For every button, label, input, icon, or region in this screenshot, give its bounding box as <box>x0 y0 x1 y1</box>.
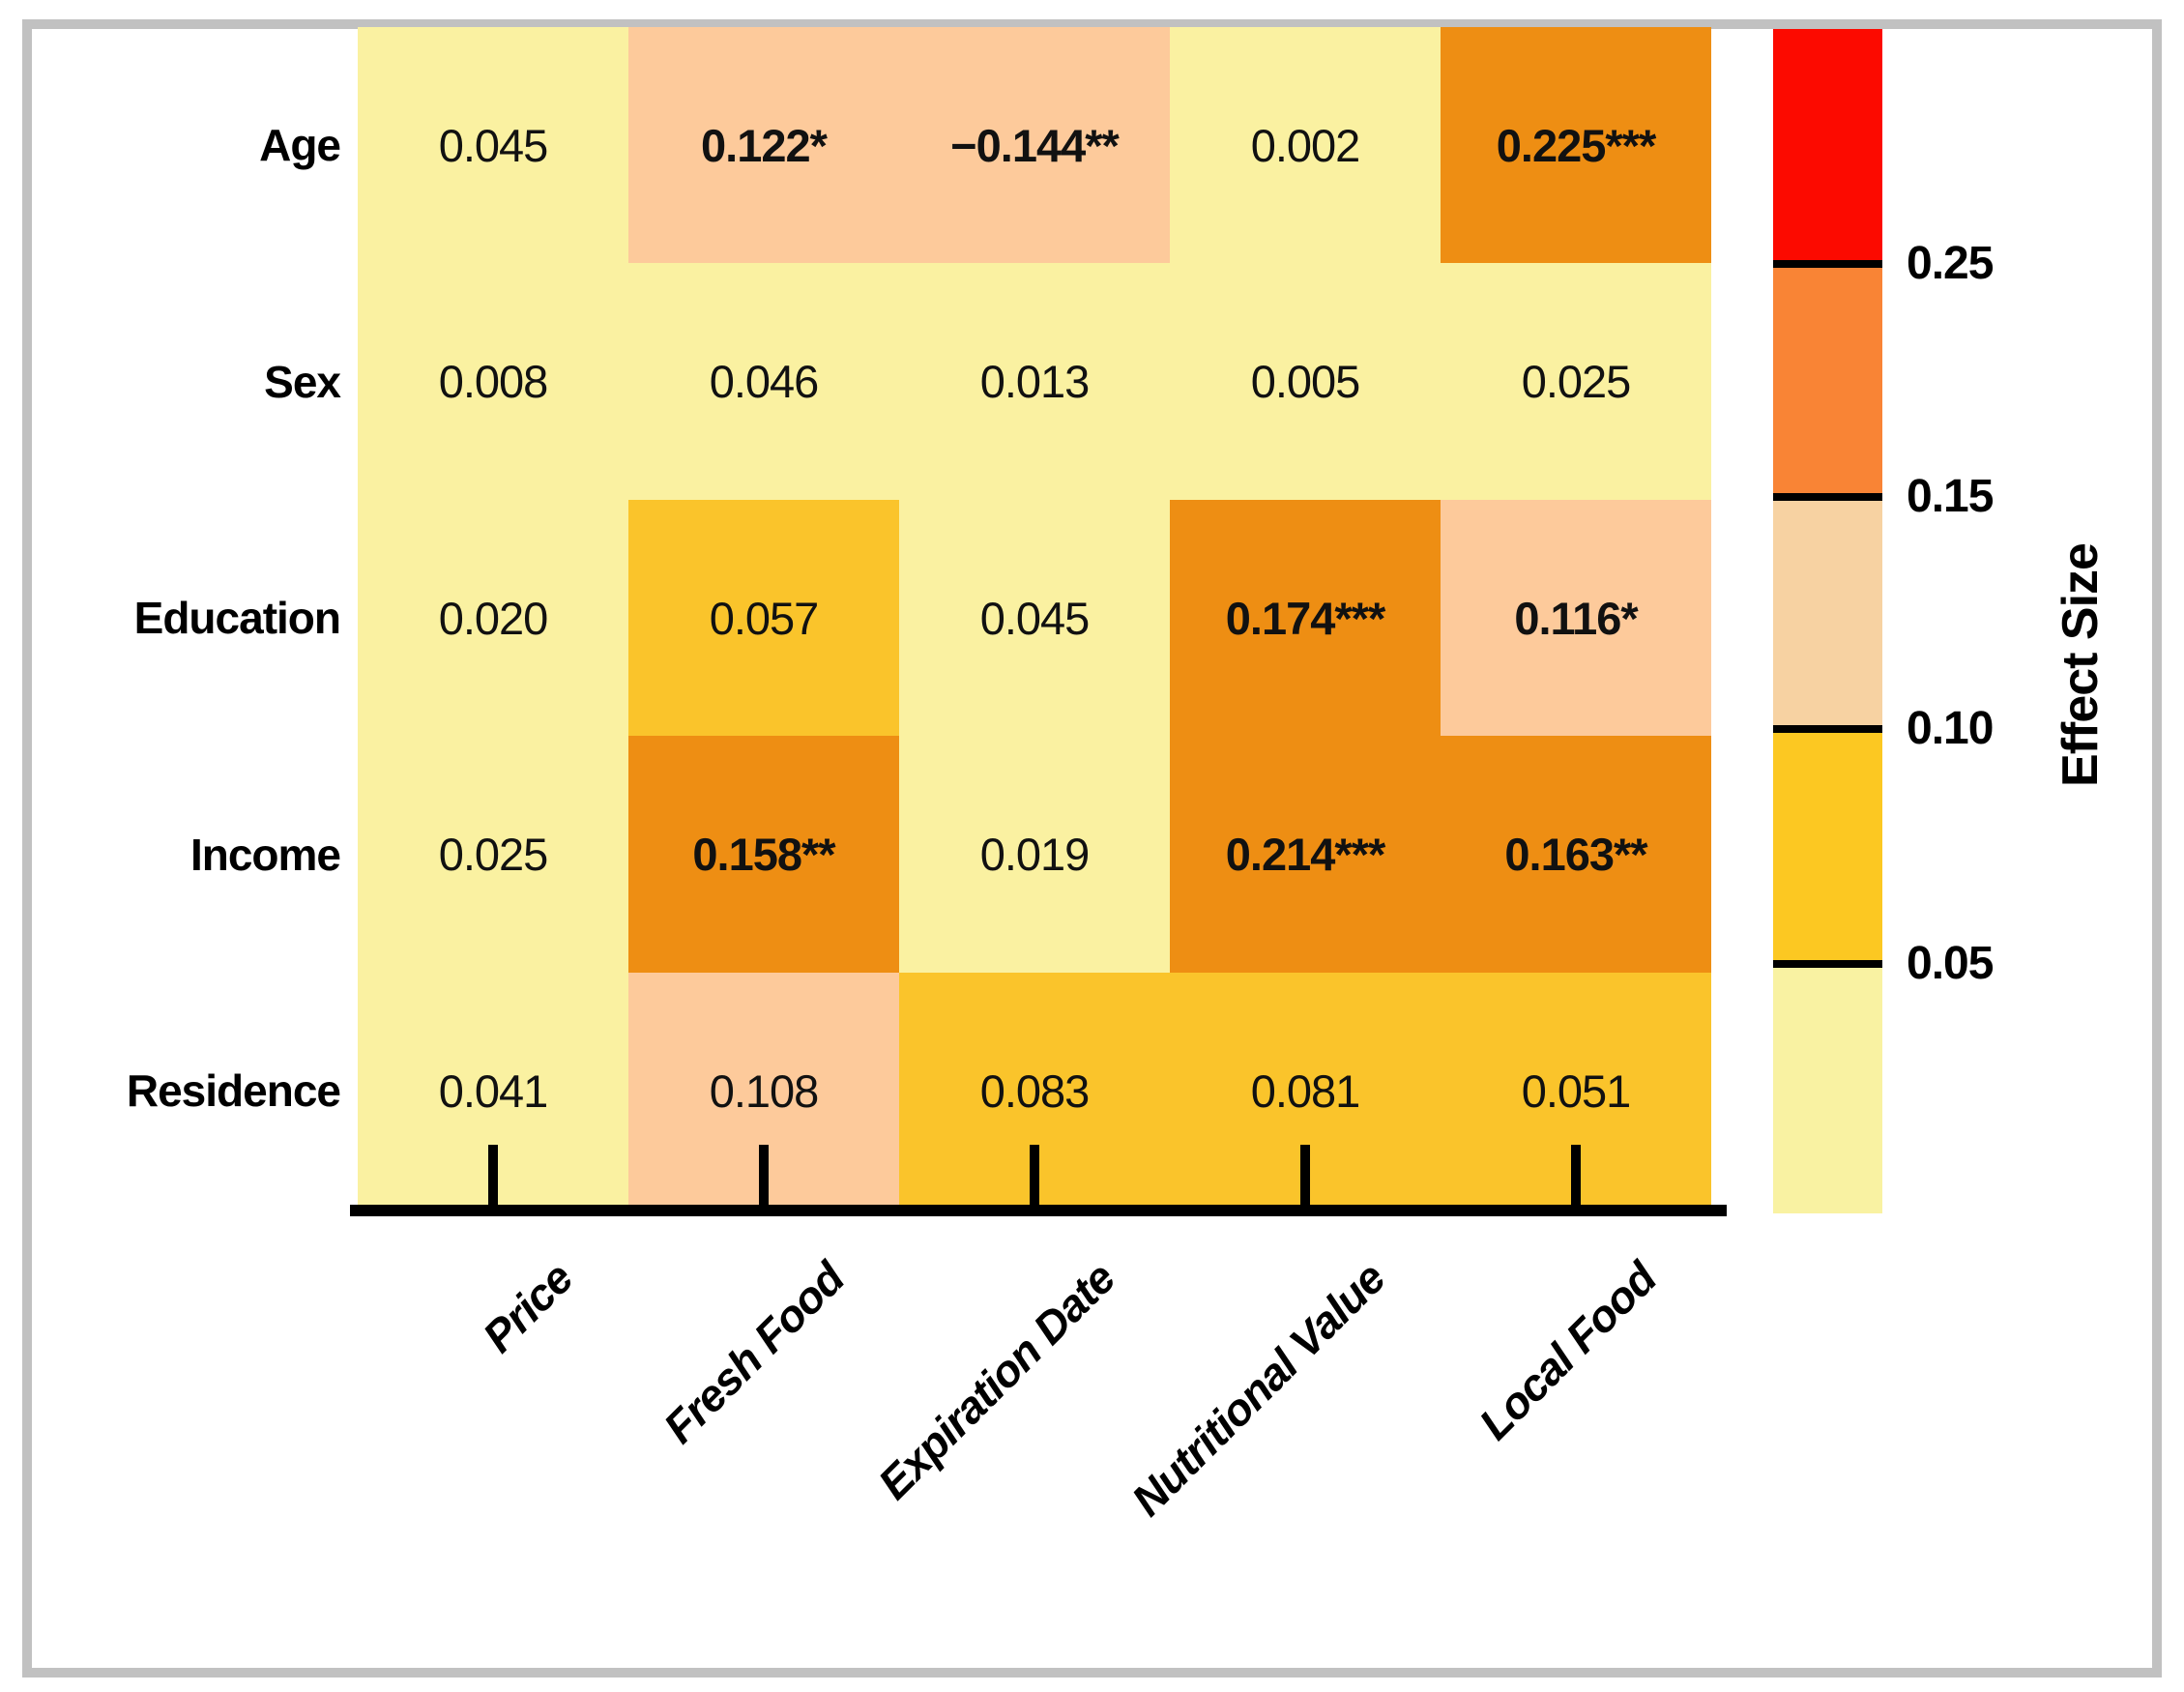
colorbar-segment-0.15_0.25 <box>1773 264 1882 497</box>
heatmap-cell: 0.045 <box>899 500 1170 736</box>
heatmap-cell: 0.025 <box>358 736 628 973</box>
x-axis-tick <box>1030 1145 1039 1209</box>
heatmap-cell: 0.174*** <box>1170 500 1441 736</box>
heatmap-cell: 0.002 <box>1170 27 1441 263</box>
colorbar-tick-line <box>1773 260 1882 268</box>
x-axis-tick <box>759 1145 769 1209</box>
heatmap-cell: 0.116* <box>1441 500 1711 736</box>
heatmap-cell: 0.045 <box>358 27 628 263</box>
colorbar-segment-0.10_0.15 <box>1773 497 1882 729</box>
colorbar-tick-line <box>1773 725 1882 733</box>
x-axis-tick <box>488 1145 498 1209</box>
colorbar-tick-label: 0.05 <box>1907 938 1994 989</box>
heatmap-cell: 0.214*** <box>1170 736 1441 973</box>
colorbar-tick-line <box>1773 960 1882 968</box>
colorbar-tick-label: 0.10 <box>1907 703 1994 754</box>
heatmap-cell: 0.013 <box>899 263 1170 500</box>
colorbar-segment-0.05_0.10 <box>1773 729 1882 964</box>
x-axis-tick <box>1571 1145 1581 1209</box>
row-label-education: Education <box>133 593 341 643</box>
heatmap-cell: 0.158** <box>628 736 899 973</box>
heatmap-cell: −0.144** <box>899 27 1170 263</box>
heatmap-cell: 0.163** <box>1441 736 1711 973</box>
colorbar-segment-gt_0.25 <box>1773 29 1882 264</box>
heatmap-cell: 0.025 <box>1441 263 1711 500</box>
heatmap-cell: 0.008 <box>358 263 628 500</box>
colorbar-axis-title: Effect Size <box>2053 543 2109 787</box>
colorbar-segment-lt_0.05 <box>1773 964 1882 1213</box>
heatmap-cell: 0.057 <box>628 500 899 736</box>
heatmap-cell: 0.005 <box>1170 263 1441 500</box>
heatmap-cell: 0.122* <box>628 27 899 263</box>
row-label-income: Income <box>189 829 341 880</box>
row-label-age: Age <box>259 120 341 170</box>
colorbar-tick-label: 0.25 <box>1907 238 1994 289</box>
heatmap-cell: 0.020 <box>358 500 628 736</box>
colorbar-tick-label: 0.15 <box>1907 471 1994 522</box>
heatmap-cell: 0.225*** <box>1441 27 1711 263</box>
heatmap-cell: 0.046 <box>628 263 899 500</box>
heatmap-cell: 0.083 <box>899 973 1170 1209</box>
row-label-sex: Sex <box>264 356 341 407</box>
x-axis-line <box>350 1205 1727 1216</box>
heatmap-cell: 0.051 <box>1441 973 1711 1209</box>
row-label-residence: Residence <box>126 1065 341 1116</box>
heatmap-cell: 0.041 <box>358 973 628 1209</box>
heatmap-cell: 0.019 <box>899 736 1170 973</box>
x-axis-tick <box>1300 1145 1310 1209</box>
colorbar-tick-line <box>1773 493 1882 501</box>
